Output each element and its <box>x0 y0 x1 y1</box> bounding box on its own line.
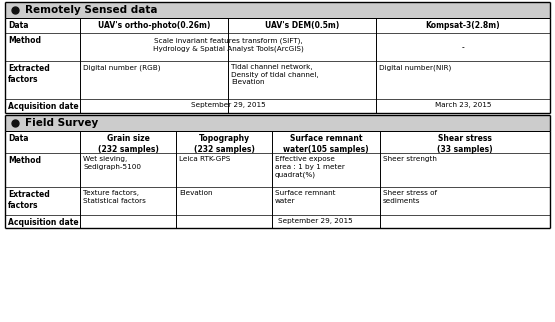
Bar <box>5 2 550 18</box>
Text: September 29, 2015: September 29, 2015 <box>278 218 352 224</box>
Text: Surface remnant
water(105 samples): Surface remnant water(105 samples) <box>283 134 369 154</box>
Text: Elevation: Elevation <box>179 190 213 196</box>
Text: Shear stress
(33 samples): Shear stress (33 samples) <box>437 134 493 154</box>
Text: Surface remnant
water: Surface remnant water <box>275 190 336 204</box>
Bar <box>5 115 550 131</box>
Text: Method: Method <box>8 36 41 45</box>
Text: UAV's ortho-photo(0.26m): UAV's ortho-photo(0.26m) <box>98 21 210 30</box>
Text: Kompsat-3(2.8m): Kompsat-3(2.8m) <box>426 21 500 30</box>
Text: September 29, 2015: September 29, 2015 <box>190 102 265 108</box>
Text: Scale invariant features transform (SIFT),
Hydrology & Spatial Analyst Tools(Arc: Scale invariant features transform (SIFT… <box>153 37 304 52</box>
Text: Remotely Sensed data: Remotely Sensed data <box>25 5 158 14</box>
Text: Leica RTK-GPS: Leica RTK-GPS <box>179 156 230 162</box>
Text: Texture factors,
Statistical factors: Texture factors, Statistical factors <box>83 190 146 204</box>
Text: Data: Data <box>8 21 28 30</box>
Text: Extracted
factors: Extracted factors <box>8 190 50 210</box>
Text: Extracted
factors: Extracted factors <box>8 64 50 84</box>
Text: Tidal channel network,
Density of tidal channel,
Elevation: Tidal channel network, Density of tidal … <box>231 64 319 85</box>
Text: Data: Data <box>8 134 28 143</box>
Text: Method: Method <box>8 156 41 165</box>
Text: UAV's DEM(0.5m): UAV's DEM(0.5m) <box>265 21 339 30</box>
Text: Acquisition date: Acquisition date <box>8 218 79 227</box>
Text: March 23, 2015: March 23, 2015 <box>435 102 491 108</box>
Text: Grain size
(232 samples): Grain size (232 samples) <box>98 134 158 154</box>
Text: -: - <box>462 43 465 52</box>
Text: Digital number(NIR): Digital number(NIR) <box>379 64 451 71</box>
Text: Effective expose
area : 1 by 1 meter
quadrat(%): Effective expose area : 1 by 1 meter qua… <box>275 156 345 177</box>
Text: Wet sieving,
Sedigraph-5100: Wet sieving, Sedigraph-5100 <box>83 156 141 169</box>
Text: Topography
(232 samples): Topography (232 samples) <box>194 134 254 154</box>
Text: Field Survey: Field Survey <box>25 118 98 128</box>
Text: Sheer stress of
sediments: Sheer stress of sediments <box>383 190 437 204</box>
Text: Acquisition date: Acquisition date <box>8 102 79 111</box>
Text: Digital number (RGB): Digital number (RGB) <box>83 64 160 71</box>
Text: Sheer strength: Sheer strength <box>383 156 437 162</box>
